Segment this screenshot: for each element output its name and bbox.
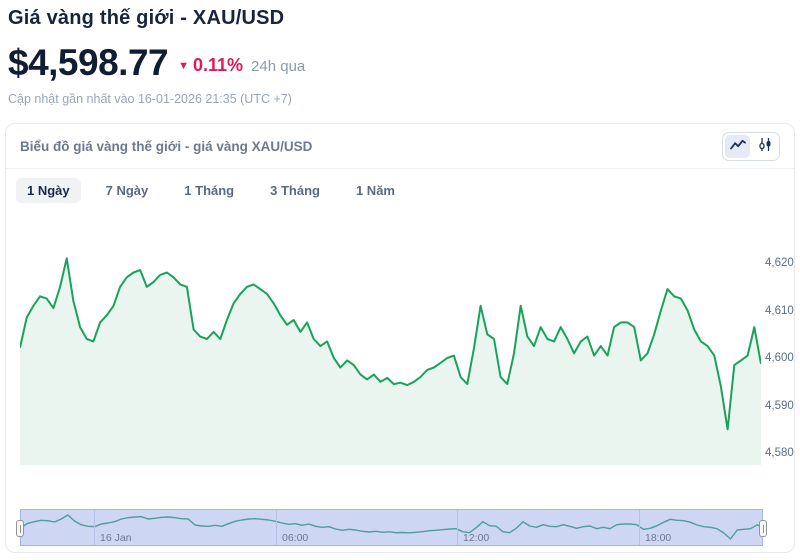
y-axis-tick-label: 4,610 xyxy=(765,304,794,317)
y-axis-tick-label: 4,620 xyxy=(765,257,794,269)
chart-card-title: Biểu đồ giá vàng thế giới - giá vàng XAU… xyxy=(20,138,313,154)
navigator-time-label: 18:00 xyxy=(645,532,672,544)
navigator-series-line xyxy=(21,514,764,540)
navigator-gridline xyxy=(276,510,277,545)
page-title: Giá vàng thế giới - XAU/USD xyxy=(8,7,285,29)
tab-3-months[interactable]: 3 Tháng xyxy=(259,178,331,203)
time-range-tabs: 1 Ngày 7 Ngày 1 Tháng 3 Tháng 1 Năm xyxy=(16,178,406,203)
price-down-arrow-icon: ▼ xyxy=(178,60,189,72)
navigator-gridline xyxy=(639,510,640,545)
navigator-handle-left[interactable] xyxy=(16,520,24,537)
last-updated-text: Cập nhật gần nhất vào 16-01-2026 21:35 (… xyxy=(8,92,292,106)
tab-1-day[interactable]: 1 Ngày xyxy=(16,178,81,203)
price-line xyxy=(20,257,761,431)
price-area-fill xyxy=(20,258,761,465)
chart-card: Biểu đồ giá vàng thế giới - giá vàng XAU… xyxy=(5,123,795,553)
tab-1-year[interactable]: 1 Năm xyxy=(345,178,406,203)
line-chart-icon xyxy=(729,139,746,154)
chart-navigator[interactable]: 16 Jan 06:00 12:00 18:00 xyxy=(16,509,767,546)
line-chart-toggle-button[interactable] xyxy=(725,134,750,158)
y-axis-tick-label: 4,590 xyxy=(765,399,794,412)
current-price: $4,598.77 xyxy=(8,42,169,83)
tab-7-days[interactable]: 7 Ngày xyxy=(95,178,160,203)
y-axis-tick-label: 4,580 xyxy=(765,447,794,459)
chart-card-header: Biểu đồ giá vàng thế giới - giá vàng XAU… xyxy=(6,124,794,169)
navigator-handle-right[interactable] xyxy=(759,520,767,537)
navigator-gridline xyxy=(94,510,95,545)
navigator-time-label: 06:00 xyxy=(282,532,309,544)
tab-1-month[interactable]: 1 Tháng xyxy=(173,178,245,203)
navigator-gridline xyxy=(457,510,458,545)
navigator-time-label: 12:00 xyxy=(463,532,490,544)
navigator-line xyxy=(21,514,764,540)
price-change-percent: 0.11% xyxy=(193,54,244,75)
y-axis-tick-label: 4,600 xyxy=(765,352,794,364)
navigator-time-label: 16 Jan xyxy=(100,532,132,544)
price-change-period: 24h qua xyxy=(251,57,306,75)
price-line-chart[interactable] xyxy=(20,251,761,465)
price-row: $4,598.77 ▼ 0.11% 24h qua xyxy=(8,42,305,84)
candlestick-chart-icon xyxy=(757,137,773,155)
candlestick-chart-toggle-button[interactable] xyxy=(752,135,777,158)
chart-type-toggle xyxy=(722,131,780,161)
